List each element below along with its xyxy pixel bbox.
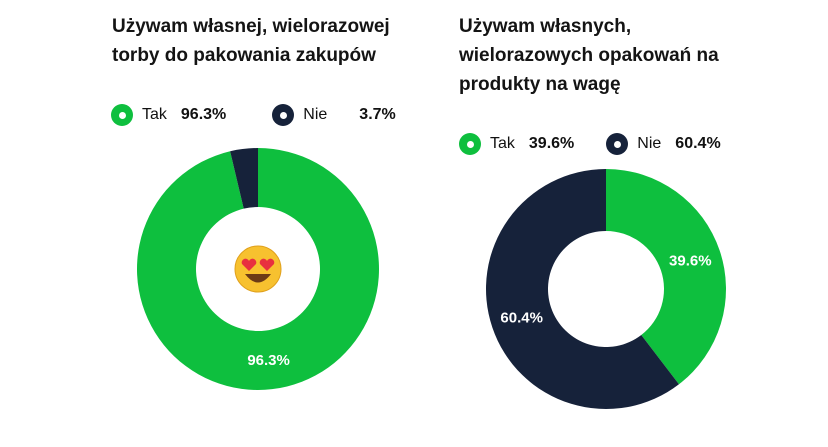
chart1-slice-tak xyxy=(136,148,379,390)
heart-eyes-emoji-icon xyxy=(234,245,282,293)
legend-nie-marker xyxy=(606,133,629,155)
legend-tak-value: 39.6% xyxy=(528,135,575,152)
legend-nie-value: 60.4% xyxy=(675,135,721,152)
chart1-legend: Tak 96.3% Nie 3.7% xyxy=(111,104,396,126)
chart1-title: Używam własnej, wielorazowej torby do pa… xyxy=(112,12,390,70)
chart1-title-line: Używam własnej, wielorazowej xyxy=(112,16,390,37)
legend-tak-label: Tak xyxy=(490,135,515,152)
legend-nie-marker xyxy=(272,104,295,126)
smile-mouth-icon xyxy=(245,274,271,283)
heart-eye-icon xyxy=(259,258,275,271)
chart2-data-label-tak: 39.6% xyxy=(669,252,712,269)
chart1-title-line: torby do pakowania zakupów xyxy=(112,45,376,66)
legend-tak-label: Tak xyxy=(142,106,167,123)
chart1-data-label-tak: 96.3% xyxy=(247,352,290,369)
legend-nie-label: Nie xyxy=(303,106,328,123)
legend-nie-label: Nie xyxy=(637,135,662,152)
chart2-slice-nie xyxy=(486,169,679,409)
chart2-title: Używam własnych, wielorazowych opakowań … xyxy=(459,12,719,99)
legend-tak-value: 96.3% xyxy=(180,106,227,123)
chart2-slice-tak xyxy=(606,169,727,385)
chart2-data-label-nie: 60.4% xyxy=(500,310,543,327)
chart2-title-line: Używam własnych, xyxy=(459,16,632,37)
heart-eye-icon xyxy=(241,258,257,271)
chart2-legend: Tak 39.6% Nie 60.4% xyxy=(459,133,721,155)
chart2-title-line: wielorazowych opakowań na xyxy=(459,45,719,66)
chart2-title-line: produkty na wagę xyxy=(459,74,621,95)
legend-tak-marker xyxy=(459,133,481,155)
chart1-slice-nie xyxy=(230,148,258,209)
legend-nie-value: 3.7% xyxy=(359,106,396,123)
legend-tak-marker xyxy=(111,104,133,126)
